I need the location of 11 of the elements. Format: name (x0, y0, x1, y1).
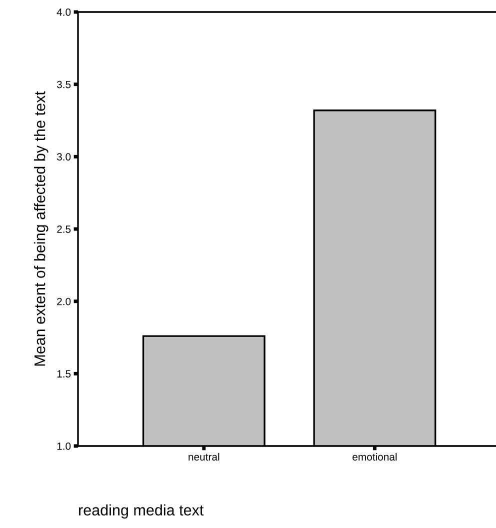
x-axis-title: reading media text (79, 504, 204, 519)
y-axis-title: Mean extent of being affected by the text (34, 91, 48, 366)
y-tick-label: 1.0 (57, 442, 71, 450)
y-tick-label: 2.5 (57, 226, 71, 233)
x-tick-label: neutral (188, 452, 220, 461)
y-tick-label: 1.5 (57, 370, 71, 378)
y-tick-label: 3.5 (56, 80, 71, 88)
y-tick-label: 3.0 (56, 153, 71, 161)
y-tick-label: 2.0 (57, 298, 71, 306)
y-tick-label: 4.0 (56, 8, 71, 16)
x-tick-label: emotional (352, 452, 397, 461)
